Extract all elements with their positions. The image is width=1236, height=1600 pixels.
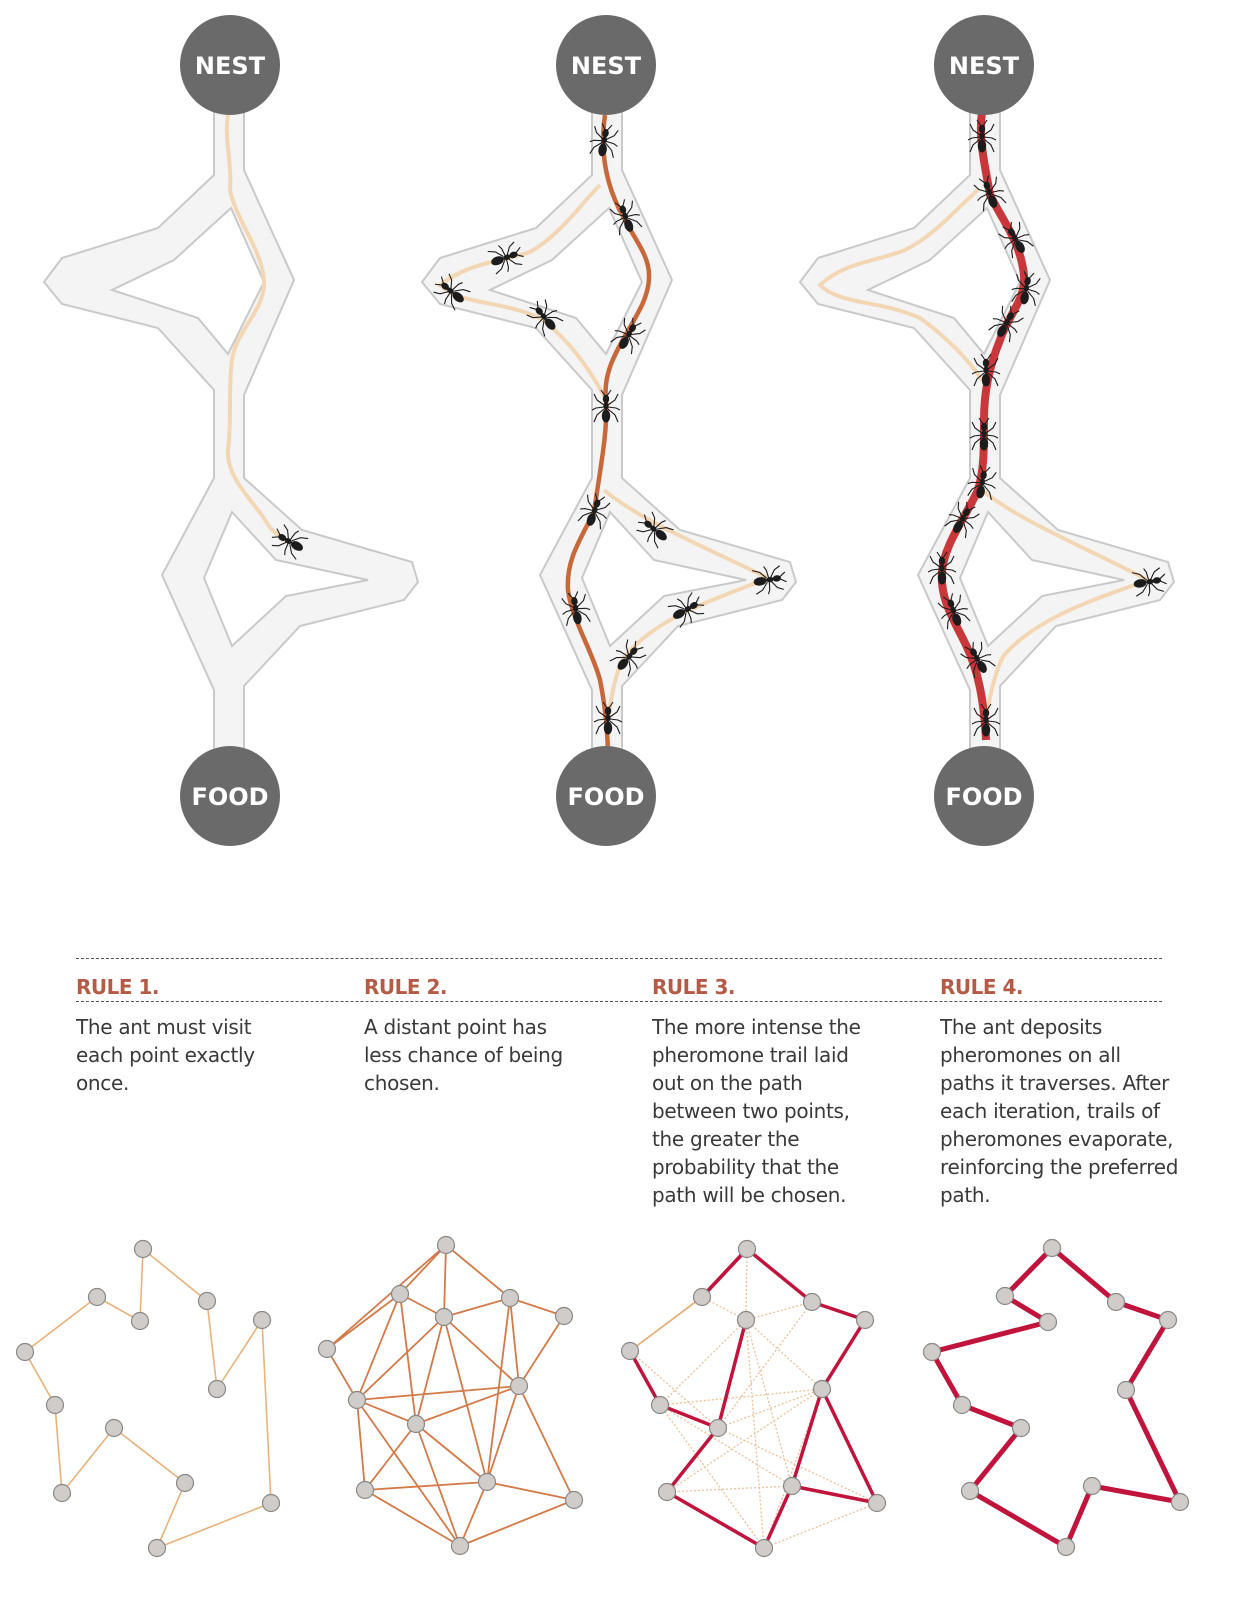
corridor-hole [580, 510, 747, 648]
graph-node [133, 1239, 153, 1259]
graph-node [355, 1480, 375, 1500]
graph-2 [326, 1244, 575, 1547]
corridor [420, 94, 798, 761]
graph-node [450, 1536, 470, 1556]
graph-node [45, 1395, 65, 1415]
nest-label: NEST [949, 52, 1020, 80]
graph-node [434, 1307, 454, 1327]
nest-label: NEST [195, 52, 266, 80]
graph-node [436, 1235, 456, 1255]
panel-1 [42, 94, 420, 761]
graph-node [1170, 1492, 1190, 1512]
graph-node [1158, 1310, 1178, 1330]
rule-1-text: The ant must visit each point exactly on… [76, 1015, 255, 1095]
graph-node [855, 1310, 875, 1330]
food-label: FOOD [567, 783, 644, 811]
graph-node [252, 1310, 272, 1330]
graph-node [175, 1473, 195, 1493]
graph-node [1042, 1238, 1062, 1258]
graph-node [867, 1493, 887, 1513]
graph-node [477, 1472, 497, 1492]
graph-node [347, 1390, 367, 1410]
graph-node [197, 1291, 217, 1311]
faint-trail [224, 114, 291, 545]
graph-node [657, 1482, 677, 1502]
graph-node [554, 1306, 574, 1326]
corridor-hole [958, 510, 1125, 648]
graph-node [87, 1287, 107, 1307]
graph-node [1082, 1476, 1102, 1496]
graph-3-faint [629, 1248, 878, 1549]
graph-node [406, 1414, 426, 1434]
graph-1-nodes [15, 1239, 281, 1558]
rule-2-text: A distant point has less chance of being… [364, 1015, 563, 1095]
rule-4-title: RULE 4. [940, 975, 1024, 999]
tour-edges [23, 1248, 272, 1550]
graph-node [500, 1288, 520, 1308]
graph-node [754, 1538, 774, 1558]
graph-node [15, 1342, 35, 1362]
food-node-1: FOOD [180, 746, 280, 846]
rule-1-title: RULE 1. [76, 975, 160, 999]
rule-3-text: The more intense the pheromone trail lai… [652, 1015, 861, 1207]
graph-node [390, 1284, 410, 1304]
graph-1 [23, 1248, 272, 1550]
panel-2 [420, 94, 798, 761]
graph-node [509, 1376, 529, 1396]
graph-node [812, 1379, 832, 1399]
graph-node [650, 1395, 670, 1415]
graph-node [317, 1339, 337, 1359]
food-label: FOOD [191, 783, 268, 811]
graph-node [261, 1493, 281, 1513]
graph-3-strong [628, 1247, 879, 1551]
graph-node [1056, 1537, 1076, 1557]
graph-node [52, 1483, 72, 1503]
graph-node [130, 1311, 150, 1331]
rule-4-text: The ant deposits pheromones on all paths… [940, 1015, 1179, 1207]
graph-3-nodes [620, 1239, 887, 1558]
divider-bottom [76, 1001, 1162, 1002]
graph-node [1106, 1292, 1126, 1312]
graph-node [952, 1395, 972, 1415]
nest-node-2: NEST [556, 15, 656, 115]
rule-3-title: RULE 3. [652, 975, 736, 999]
graph-node [104, 1418, 124, 1438]
graph-node [1038, 1312, 1058, 1332]
graph-node [736, 1310, 756, 1330]
graph-node [960, 1481, 980, 1501]
corridor-hole [202, 510, 369, 648]
graph-node [737, 1239, 757, 1259]
nest-label: NEST [571, 52, 642, 80]
graph-node [1116, 1380, 1136, 1400]
graph-2-nodes [317, 1235, 584, 1556]
graph-4-strong [928, 1244, 1185, 1551]
graph-node [207, 1379, 227, 1399]
graph-node [620, 1341, 640, 1361]
nest-node-1: NEST [180, 15, 280, 115]
graph-node [1011, 1418, 1031, 1438]
graph-node [802, 1292, 822, 1312]
graph-node [708, 1418, 728, 1438]
divider-top [76, 958, 1162, 959]
graph-node [564, 1490, 584, 1510]
graph-4-nodes [922, 1238, 1190, 1557]
graph-node [922, 1342, 942, 1362]
nest-node-3: NEST [934, 15, 1034, 115]
rule-2-title: RULE 2. [364, 975, 448, 999]
food-node-3: FOOD [934, 746, 1034, 846]
faint-trail [980, 488, 1153, 721]
panel-3 [798, 94, 1176, 761]
graph-node [995, 1286, 1015, 1306]
faint-trail [817, 188, 984, 382]
graph-node [782, 1476, 802, 1496]
faint-trail [602, 488, 773, 721]
graph-node [147, 1538, 167, 1558]
graph-node [692, 1287, 712, 1307]
food-node-2: FOOD [556, 746, 656, 846]
food-label: FOOD [945, 783, 1022, 811]
corridor-hole [487, 206, 644, 356]
